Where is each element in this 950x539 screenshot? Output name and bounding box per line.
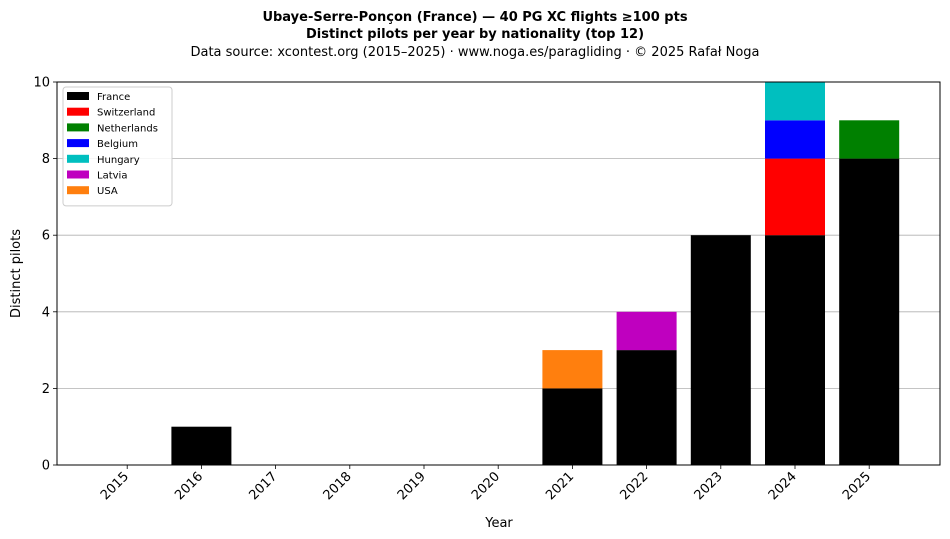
x-axis-label: Year [484,516,513,531]
x-tick-label: 2023 [692,469,726,503]
y-axis-label: Distinct pilots [9,229,24,318]
legend-swatch-belgium [67,139,89,148]
legend-label-latvia: Latvia [97,171,127,182]
bar-france-2016 [171,426,232,465]
x-tick-label: 2025 [840,469,874,503]
x-axis: 2015 2016 2017 2018 2019 2020 2021 2022 2023 2024… [98,465,874,503]
bar-netherlands-2025 [839,120,900,159]
legend-label-usa: USA [97,186,118,197]
bars [171,82,900,465]
legend-swatch-latvia [67,170,89,179]
y-tick-label: 0 [42,459,50,474]
bar-france-2025 [839,158,900,465]
bar-france-2022 [616,350,677,465]
bar-latvia-2022 [616,311,677,351]
legend-swatch-usa [67,186,89,195]
legend-swatch-netherlands [67,123,89,132]
bar-france-2021 [542,388,603,465]
legend-frame [62,86,173,207]
chart-title: Ubaye-Serre-Ponçon (France) — 40 PG XC f… [262,10,687,25]
x-tick-label: 2015 [98,469,132,503]
x-tick-label: 2017 [246,469,280,503]
chart-subtitle: Distinct pilots per year by nationality … [306,27,644,42]
x-tick-label: 2022 [617,469,651,503]
y-tick-label: 4 [42,305,50,320]
bar-hungary-2024 [765,82,825,121]
legend-label-netherlands: Netherlands [97,123,158,134]
legend-label-switzerland: Switzerland [97,108,155,119]
x-tick-label: 2024 [766,469,800,503]
bar-usa-2021 [542,350,603,389]
x-tick-label: 2021 [543,469,577,503]
y-tick-label: 6 [42,229,50,244]
legend-label-france: France [97,92,130,103]
legend-label-belgium: Belgium [97,139,138,150]
bar-france-2024 [765,235,825,465]
bar-belgium-2024 [765,120,825,159]
legend-swatch-switzerland [67,107,89,116]
y-tick-label: 10 [33,76,50,91]
x-tick-label: 2019 [395,469,429,503]
legend-swatch-france [67,92,89,100]
y-tick-label: 8 [42,152,50,167]
chart-source: Data source: xcontest.org (2015–2025) · … [190,45,759,60]
y-axis: 0 2 4 6 8 10 [33,76,57,474]
x-tick-label: 2018 [321,469,355,503]
bar-switzerland-2024 [765,158,825,236]
bar-france-2023 [690,235,751,465]
y-tick-label: 2 [42,382,50,397]
legend-label-hungary: Hungary [97,155,140,166]
x-tick-label: 2016 [172,469,206,503]
legend-swatch-hungary [67,154,89,163]
legend: France Switzerland Netherlands Belgium Hunga… [62,86,173,207]
x-tick-label: 2020 [469,469,503,503]
